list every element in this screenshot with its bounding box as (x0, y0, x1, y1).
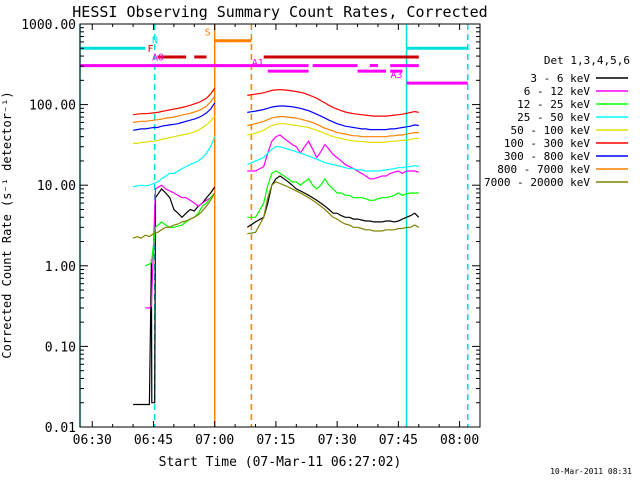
x-tick-label-1: 06:45 (134, 433, 173, 448)
series-line-8-1 (247, 181, 420, 235)
x-tick-label-0: 06:30 (73, 433, 112, 448)
legend-label-8: 7000 - 20000 keV (484, 176, 590, 189)
x-axis-label: Start Time (07-Mar-11 06:27:02) (159, 455, 402, 470)
legend-label-3: 25 - 50 keV (517, 111, 590, 124)
flag-label-7: A1 (252, 58, 264, 69)
series-line-5-0 (133, 87, 216, 116)
flag-label-2: S (205, 28, 211, 39)
chart-title: HESSI Observing Summary Count Rates, Cor… (72, 3, 487, 21)
y-tick-label-0: 1000.00 (21, 18, 76, 33)
legend-title: Det 1,3,4,5,6 (544, 54, 630, 67)
legend-label-6: 300 - 800 keV (504, 150, 590, 163)
series-lines (132, 87, 420, 406)
x-tick-label-4: 07:30 (318, 433, 357, 448)
y-tick-label-3: 1.00 (45, 260, 76, 275)
legend-label-5: 100 - 300 keV (504, 137, 590, 150)
series-line-7-0 (133, 95, 216, 124)
x-tick-label-3: 07:15 (256, 433, 295, 448)
y-tick-label-2: 10.00 (37, 179, 76, 194)
y-tick-label-5: 0.01 (45, 421, 76, 436)
series-line-1-0 (145, 184, 216, 309)
legend-label-0: 3 - 6 keV (530, 72, 590, 85)
x-tick-label-6: 08:00 (440, 433, 479, 448)
flag-label-3: F (148, 44, 154, 55)
series-line-0-1 (246, 175, 420, 228)
series-line-0-0 (133, 186, 216, 406)
series-line-7-1 (247, 116, 419, 138)
series-line-6-0 (132, 102, 216, 131)
flag-label-5: A0 (152, 53, 164, 64)
series-line-4-0 (133, 115, 216, 144)
x-tick-label-2: 07:00 (195, 433, 234, 448)
legend-label-4: 50 - 100 keV (511, 124, 591, 137)
plot-frame (79, 23, 481, 428)
series-line-5-1 (247, 89, 419, 117)
y-tick-label-1: 100.00 (29, 99, 76, 114)
legend-label-2: 12 - 25 keV (517, 98, 590, 111)
legend-label-7: 800 - 7000 keV (497, 163, 590, 176)
x-tick-label-5: 07:45 (379, 433, 418, 448)
series-line-3-0 (132, 136, 216, 188)
flag-label-0: N (152, 35, 158, 46)
axes: 06:30 06:45 07:00 07:15 07:30 07:45 08:00 1000.… (21, 18, 481, 448)
legend-label-1: 6 - 12 keV (524, 85, 591, 98)
flag-label-9: A3 (390, 70, 402, 81)
y-axis-label: Corrected Count Rate (s⁻¹ detector⁻¹) (0, 91, 14, 358)
state-flags: N S FA0 A1 A3 (80, 28, 468, 85)
series-line-1-1 (247, 134, 419, 180)
series-line-8-0 (132, 192, 216, 239)
y-tick-label-4: 0.10 (45, 340, 76, 355)
series-line-3-1 (247, 146, 419, 172)
footer-timestamp: 10-Mar-2011 08:31 (550, 467, 632, 476)
series-line-6-1 (247, 105, 419, 131)
series-line-4-1 (247, 123, 419, 143)
series-line-2-1 (247, 170, 419, 218)
